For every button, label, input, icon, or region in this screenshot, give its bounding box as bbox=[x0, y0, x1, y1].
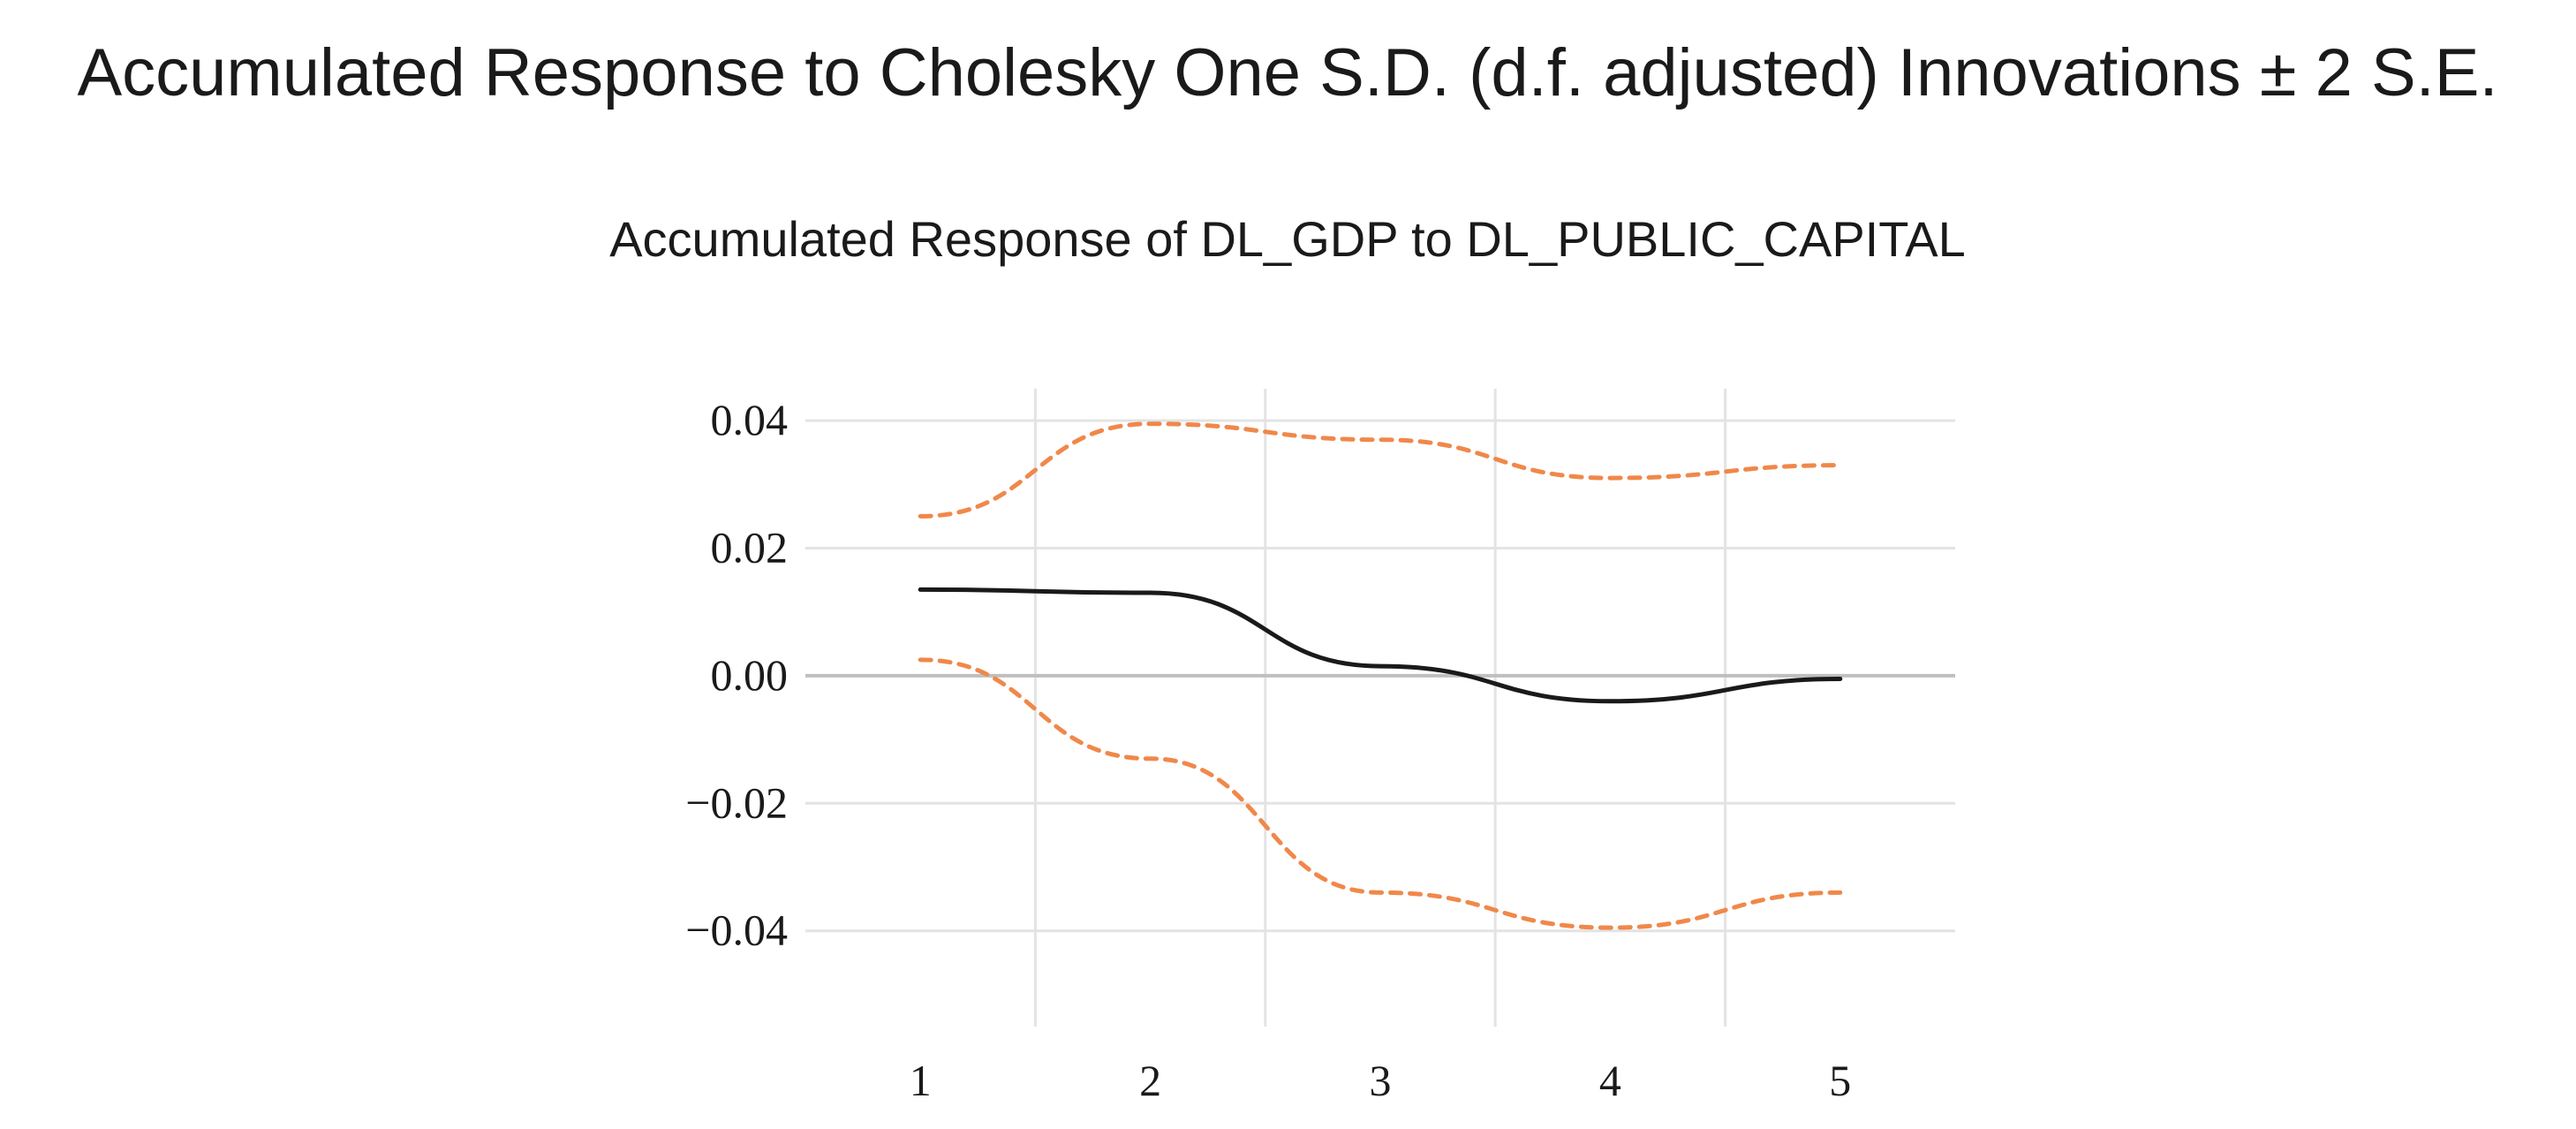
chart-title: Accumulated Response to Cholesky One S.D… bbox=[77, 35, 2497, 110]
y-tick-label: −0.04 bbox=[685, 905, 788, 955]
chart-subtitle: Accumulated Response of DL_GDP to DL_PUB… bbox=[609, 211, 1966, 267]
y-tick-label: 0.00 bbox=[711, 650, 789, 700]
response-line bbox=[918, 587, 1843, 704]
x-tick-label: 1 bbox=[910, 1056, 932, 1105]
x-tick-label: 4 bbox=[1599, 1056, 1621, 1105]
x-axis-ticks: 1 2 3 4 5 bbox=[910, 1056, 1852, 1105]
x-tick-label: 3 bbox=[1370, 1056, 1392, 1105]
series-lines bbox=[918, 421, 1843, 930]
upper-band-line bbox=[918, 421, 1843, 519]
grid-lines bbox=[805, 389, 1955, 1027]
y-tick-label: −0.02 bbox=[685, 777, 788, 827]
x-tick-label: 5 bbox=[1829, 1056, 1851, 1105]
y-tick-label: 0.04 bbox=[711, 395, 789, 444]
y-axis-ticks: 0.04 0.02 0.00 −0.02 −0.04 bbox=[685, 395, 788, 955]
lower-band-line bbox=[918, 657, 1843, 930]
y-tick-label: 0.02 bbox=[711, 523, 789, 572]
x-tick-label: 2 bbox=[1139, 1056, 1161, 1105]
